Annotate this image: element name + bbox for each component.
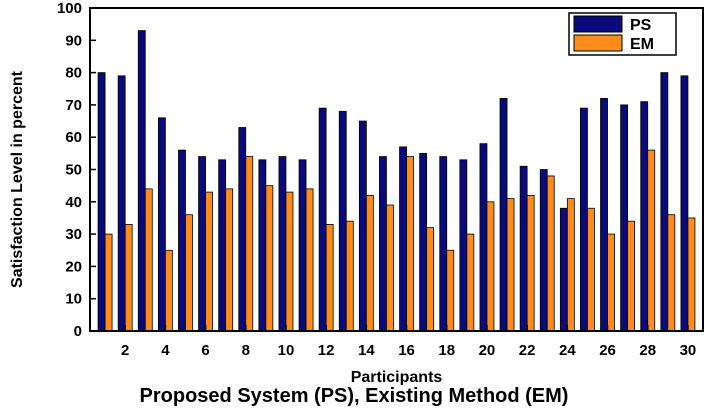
bar-em-16 — [406, 156, 414, 332]
y-tick-label: 50 — [65, 162, 82, 179]
bar-ps-4 — [157, 117, 166, 332]
bar-em-30 — [687, 217, 696, 332]
bar-ps-17 — [419, 152, 428, 332]
bar-em-9 — [265, 185, 274, 332]
y-tick-label: 20 — [65, 258, 82, 275]
x-tick-label: 26 — [599, 342, 616, 359]
legend: PS EM — [568, 12, 677, 56]
x-tick-label: 8 — [242, 342, 250, 359]
x-tick-label: 2 — [121, 342, 129, 359]
bar-em-8 — [245, 156, 254, 332]
y-tick-label: 80 — [65, 65, 82, 82]
bar-em-1 — [104, 233, 113, 332]
figure-caption: Proposed System (PS), Existing Method (E… — [139, 385, 569, 407]
bar-ps-11 — [298, 159, 307, 332]
bar-ps-29 — [660, 72, 669, 332]
bar-em-20 — [486, 201, 495, 332]
bar-em-23 — [546, 175, 555, 332]
y-tick-label: 60 — [65, 129, 82, 146]
bar-ps-13 — [338, 110, 347, 332]
x-tick-label: 24 — [559, 342, 576, 359]
bar-em-13 — [345, 220, 354, 332]
legend-label-em: EM — [630, 36, 654, 53]
bar-ps-5 — [178, 149, 186, 332]
bar-em-15 — [386, 204, 394, 332]
bar-ps-1 — [97, 72, 106, 332]
bar-em-5 — [185, 214, 193, 332]
x-tick-label: 30 — [680, 342, 697, 359]
bar-ps-15 — [379, 156, 387, 332]
bar-em-17 — [426, 227, 435, 332]
bar-em-11 — [305, 188, 314, 332]
y-axis-title: Satisfaction Level in percent — [9, 70, 26, 288]
bar-em-26 — [607, 233, 615, 332]
bar-em-7 — [225, 188, 234, 332]
bar-em-10 — [285, 191, 294, 332]
bar-em-21 — [506, 198, 515, 332]
bar-ps-27 — [620, 104, 629, 332]
x-tick-label: 14 — [358, 342, 375, 359]
y-tick-label: 10 — [65, 291, 82, 308]
y-tick-label: 0 — [74, 323, 82, 340]
bar-ps-10 — [278, 156, 287, 332]
bar-ps-9 — [258, 159, 267, 332]
bar-em-2 — [124, 224, 133, 332]
bar-ps-14 — [358, 120, 367, 332]
legend-label-ps: PS — [630, 17, 652, 34]
y-tick-label: 30 — [65, 226, 82, 243]
x-tick-label: 20 — [479, 342, 496, 359]
bar-em-28 — [647, 149, 656, 332]
bar-em-6 — [205, 191, 213, 332]
legend-swatch-ps — [573, 15, 623, 33]
chart-bars — [97, 30, 696, 332]
x-tick-label: 16 — [398, 342, 415, 359]
x-tick-label: 28 — [639, 342, 656, 359]
bar-ps-28 — [640, 101, 649, 332]
plot-frame — [89, 7, 704, 332]
y-tick-label: 90 — [65, 32, 82, 49]
bar-ps-8 — [238, 127, 247, 332]
bar-ps-23 — [539, 169, 548, 332]
bar-ps-26 — [600, 98, 608, 332]
bar-em-12 — [325, 224, 334, 332]
x-tick-label: 10 — [278, 342, 295, 359]
x-tick-label: 6 — [201, 342, 209, 359]
bar-ps-21 — [499, 98, 508, 332]
bar-ps-22 — [519, 165, 528, 332]
legend-swatch-em — [573, 34, 623, 52]
x-tick-label: 22 — [519, 342, 536, 359]
x-tick-label: 12 — [318, 342, 335, 359]
bar-ps-16 — [399, 146, 407, 332]
bar-ps-3 — [137, 30, 146, 332]
bar-em-3 — [144, 188, 153, 332]
bar-ps-12 — [318, 107, 327, 332]
bar-ps-7 — [218, 159, 227, 332]
bar-em-24 — [566, 198, 575, 332]
bar-em-22 — [526, 194, 535, 332]
bar-ps-18 — [439, 156, 448, 332]
x-axis-title: Participants — [351, 369, 443, 385]
bar-em-29 — [667, 214, 676, 332]
bar-em-19 — [466, 233, 475, 332]
y-tick-label: 70 — [65, 97, 82, 114]
bar-ps-24 — [559, 207, 568, 332]
bar-em-25 — [587, 207, 595, 332]
x-tick-label: 18 — [438, 342, 455, 359]
bar-em-14 — [365, 194, 374, 332]
bar-ps-2 — [117, 75, 126, 332]
bar-em-4 — [164, 249, 173, 332]
bar-ps-20 — [479, 143, 488, 332]
bar-em-18 — [446, 249, 455, 332]
bar-em-27 — [627, 220, 636, 332]
bar-ps-19 — [459, 159, 468, 332]
x-tick-label: 4 — [161, 342, 170, 359]
y-tick-label: 100 — [57, 0, 82, 17]
bar-ps-25 — [580, 107, 588, 332]
bar-ps-30 — [680, 75, 689, 332]
bar-ps-6 — [198, 156, 206, 332]
y-tick-label: 40 — [65, 194, 82, 211]
